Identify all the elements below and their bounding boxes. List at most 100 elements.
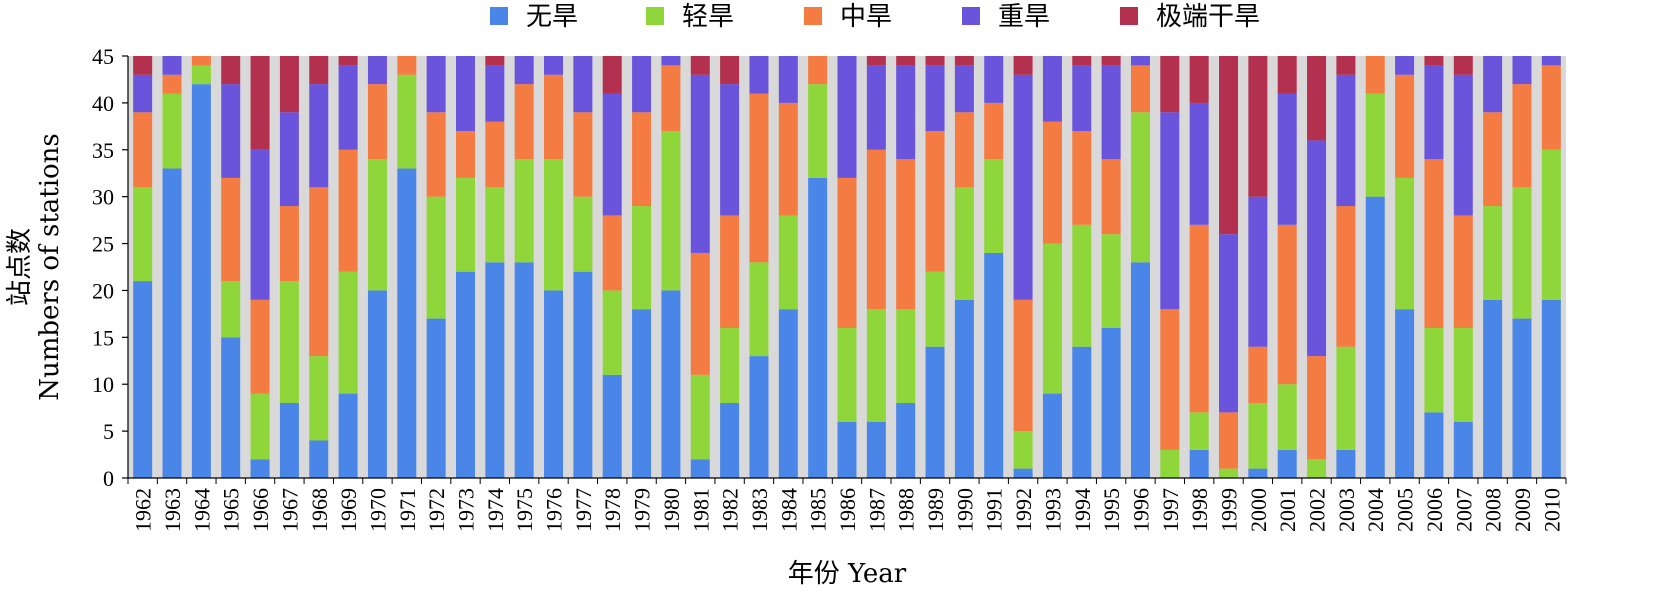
- bar-segment-2005-s1: [1395, 177, 1415, 310]
- bar-segment-1969-s3: [338, 65, 358, 150]
- bar-segment-1968-s2: [309, 187, 329, 357]
- plot-area: [128, 56, 1566, 479]
- bar-segment-1987-s2: [866, 149, 886, 310]
- bar-segment-1990-s4: [954, 56, 974, 66]
- legend-swatch: [962, 7, 980, 25]
- x-tick-label: 2006: [1422, 488, 1447, 532]
- bar-segment-2007-s1: [1453, 327, 1473, 422]
- legend-swatch: [646, 7, 664, 25]
- bar-segment-1979-s1: [632, 206, 652, 310]
- x-tick-label: 1995: [1099, 488, 1124, 532]
- bar-segment-1977-s2: [573, 112, 593, 197]
- bar-segment-1990-s3: [954, 65, 974, 113]
- bar-segment-1963-s1: [162, 93, 182, 169]
- bar-segment-1980-s0: [661, 290, 681, 478]
- bar-segment-1974-s2: [485, 121, 505, 188]
- bar-segment-1998-s1: [1189, 412, 1209, 450]
- bar-segment-2000-s3: [1248, 196, 1268, 347]
- bar-segment-1962-s3: [133, 74, 153, 113]
- bar-segment-1982-s3: [720, 84, 740, 216]
- x-tick-label: 1963: [160, 488, 185, 532]
- bar-segment-2003-s2: [1336, 206, 1356, 347]
- bar-segment-1987-s0: [866, 421, 886, 478]
- x-tick-label: 1990: [952, 488, 977, 532]
- legend-label: 重旱: [998, 2, 1050, 32]
- bar-segment-1996-s3: [1130, 56, 1150, 66]
- x-tick-label: 1986: [835, 488, 860, 532]
- bar-segment-1984-s0: [778, 309, 798, 478]
- bar-segment-1999-s4: [1219, 56, 1239, 235]
- y-tick-label: 5: [103, 419, 114, 444]
- bar-segment-1971-s0: [397, 168, 417, 478]
- bar-segment-2008-s1: [1483, 206, 1503, 300]
- bar-segment-1962-s4: [133, 56, 153, 75]
- x-tick-label: 1975: [512, 488, 537, 532]
- bar-segment-1994-s0: [1072, 346, 1092, 478]
- bar-segment-1972-s1: [426, 196, 446, 319]
- bar-segment-1964-s1: [191, 65, 211, 85]
- bar-segment-1994-s1: [1072, 224, 1092, 347]
- bar-segment-2006-s0: [1424, 412, 1444, 478]
- bar-segment-1966-s2: [250, 299, 270, 394]
- bar-segment-1985-s0: [808, 177, 828, 478]
- bar-segment-2002-s1: [1307, 459, 1327, 478]
- bar-segment-1995-s0: [1101, 327, 1121, 478]
- bar-segment-1980-s2: [661, 65, 681, 132]
- bar-segment-1968-s1: [309, 356, 329, 441]
- bar-segment-1988-s4: [896, 56, 916, 66]
- bar-segment-1965-s2: [221, 177, 241, 282]
- x-tick-label: 1993: [1040, 488, 1065, 532]
- bar-segment-1990-s2: [954, 112, 974, 188]
- bar-segment-2000-s0: [1248, 468, 1268, 478]
- bar-segment-1963-s2: [162, 74, 182, 94]
- bar-segment-2009-s1: [1512, 187, 1532, 319]
- x-tick-label: 1968: [307, 488, 332, 532]
- legend-swatch: [804, 7, 822, 25]
- bar-segment-2000-s4: [1248, 56, 1268, 197]
- x-tick-label: 2003: [1334, 488, 1359, 532]
- bar-segment-1993-s0: [1042, 393, 1062, 478]
- bar-segment-1986-s1: [837, 327, 857, 422]
- bar-segment-1993-s2: [1042, 121, 1062, 244]
- x-tick-label: 1996: [1128, 488, 1153, 532]
- bar-segment-1976-s2: [544, 74, 564, 160]
- x-tick-label: 1982: [718, 488, 743, 532]
- bar-segment-1981-s2: [690, 252, 710, 375]
- bar-segment-1996-s1: [1130, 112, 1150, 263]
- bar-segment-1994-s4: [1072, 56, 1092, 66]
- bar-segment-1997-s2: [1160, 309, 1180, 450]
- bar-segment-1966-s4: [250, 56, 270, 150]
- bar-segment-2004-s0: [1365, 196, 1385, 479]
- x-axis-title: 年份 Year: [788, 559, 907, 589]
- bar-segment-1984-s1: [778, 215, 798, 310]
- y-tick-label: 20: [92, 278, 114, 303]
- bar-segment-1996-s0: [1130, 262, 1150, 478]
- bar-segment-1962-s1: [133, 187, 153, 282]
- x-tick-label: 1971: [395, 488, 420, 532]
- x-tick-label: 1983: [747, 488, 772, 532]
- bar-segment-1992-s1: [1013, 431, 1033, 469]
- bar-segment-1974-s3: [485, 65, 505, 122]
- y-tick-label: 45: [92, 44, 114, 69]
- bar-segment-1968-s3: [309, 84, 329, 188]
- x-tick-label: 1962: [131, 488, 156, 532]
- bar-segment-1980-s3: [661, 56, 681, 66]
- bar-segment-1991-s3: [984, 56, 1004, 103]
- legend-item-1: 轻旱: [646, 2, 734, 32]
- x-tick-label: 2004: [1363, 488, 1388, 532]
- bar-segment-1974-s1: [485, 187, 505, 263]
- bar-segment-1980-s1: [661, 131, 681, 291]
- bar-segment-1987-s1: [866, 309, 886, 422]
- bar-segment-1983-s3: [749, 56, 769, 94]
- legend-label: 轻旱: [682, 2, 734, 32]
- bar-segment-1965-s0: [221, 337, 241, 478]
- bar-segment-1969-s2: [338, 149, 358, 272]
- x-tick-label: 1981: [688, 488, 713, 532]
- bar-segment-1983-s0: [749, 356, 769, 478]
- bar-segment-2005-s3: [1395, 56, 1415, 75]
- bar-segment-1971-s1: [397, 74, 417, 169]
- bar-segment-1986-s2: [837, 177, 857, 328]
- bar-segment-1999-s1: [1219, 468, 1239, 478]
- bar-segment-2003-s1: [1336, 346, 1356, 450]
- bar-segment-1984-s2: [778, 102, 798, 216]
